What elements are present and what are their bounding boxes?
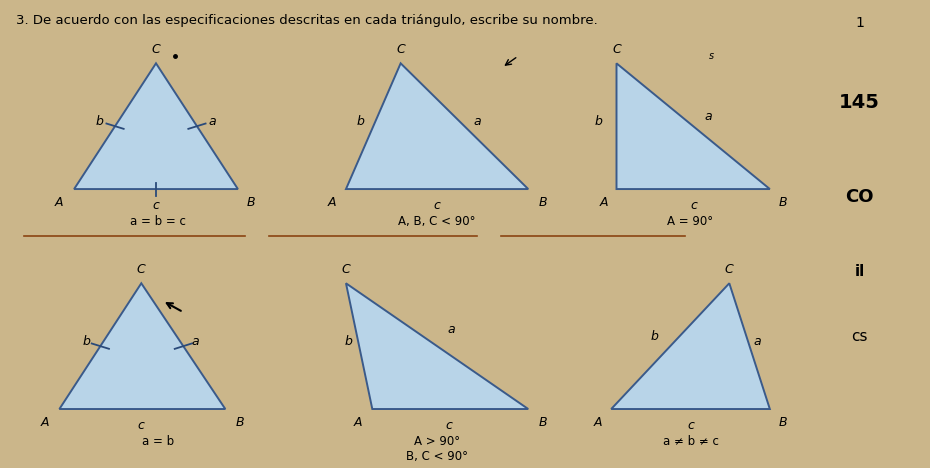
Text: A: A	[594, 416, 603, 429]
Polygon shape	[60, 283, 225, 409]
Text: a: a	[473, 115, 481, 128]
Text: C: C	[152, 43, 160, 56]
Text: c: c	[433, 199, 441, 212]
Text: a: a	[447, 323, 455, 336]
Text: b: b	[83, 335, 91, 348]
Text: A = 90°: A = 90°	[668, 215, 713, 228]
Text: a = b = c: a = b = c	[130, 215, 186, 228]
Text: C: C	[612, 43, 621, 56]
Text: C: C	[724, 263, 734, 276]
Text: B: B	[778, 416, 788, 429]
Text: 3. De acuerdo con las especificaciones descritas en cada triángulo, escribe su n: 3. De acuerdo con las especificaciones d…	[16, 14, 598, 27]
Text: C: C	[341, 263, 351, 276]
Polygon shape	[346, 63, 528, 189]
Text: c: c	[153, 199, 159, 212]
Text: c: c	[445, 419, 453, 432]
Text: A: A	[40, 416, 49, 429]
Text: c: c	[691, 199, 698, 212]
Polygon shape	[611, 283, 770, 409]
Text: a: a	[754, 335, 762, 348]
Polygon shape	[617, 63, 770, 189]
Text: A: A	[353, 416, 362, 429]
Text: CO: CO	[845, 188, 873, 205]
Text: B: B	[778, 196, 788, 209]
Text: B: B	[246, 196, 255, 209]
Text: b: b	[344, 335, 352, 348]
Text: C: C	[396, 43, 405, 56]
Text: A, B, C < 90°: A, B, C < 90°	[398, 215, 476, 228]
Text: b: b	[651, 330, 658, 343]
Polygon shape	[346, 283, 528, 409]
Text: B: B	[538, 196, 547, 209]
Text: b: b	[96, 115, 103, 128]
Text: b: b	[356, 115, 365, 128]
Text: A > 90°
B, C < 90°: A > 90° B, C < 90°	[406, 435, 468, 463]
Text: C: C	[137, 263, 146, 276]
Text: B: B	[538, 416, 547, 429]
Text: c: c	[138, 419, 145, 432]
Text: B: B	[236, 416, 245, 429]
Polygon shape	[74, 63, 238, 189]
Text: a: a	[208, 115, 216, 128]
Text: a: a	[192, 335, 199, 348]
Text: s: s	[709, 51, 714, 61]
Text: 145: 145	[839, 94, 880, 112]
Text: A: A	[327, 196, 336, 209]
Text: A: A	[599, 196, 607, 209]
Text: cs: cs	[851, 329, 868, 344]
Text: 1: 1	[855, 16, 864, 30]
Text: a = b: a = b	[142, 435, 174, 448]
Text: A: A	[55, 196, 63, 209]
Text: c: c	[687, 419, 694, 432]
Text: a: a	[705, 110, 712, 123]
Text: il: il	[855, 264, 865, 279]
Text: b: b	[594, 115, 603, 128]
Text: a ≠ b ≠ c: a ≠ b ≠ c	[662, 435, 719, 448]
